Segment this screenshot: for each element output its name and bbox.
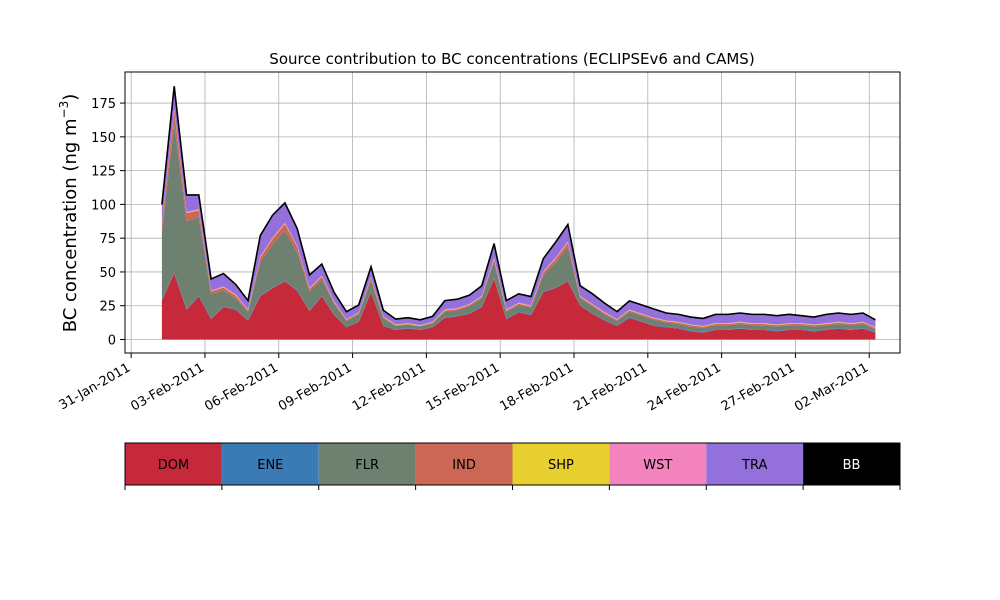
area-dom xyxy=(161,273,876,340)
plot-frame xyxy=(124,71,901,354)
legend-colorbar: DOM ENE FLR IND SHP WST TRA BB xyxy=(124,442,901,490)
y-tick-label: 75 xyxy=(99,232,116,247)
legend-swatch-ind xyxy=(415,443,513,485)
legend-swatch-bb xyxy=(803,443,900,485)
legend-label-flr: FLR xyxy=(355,458,379,473)
x-tick-label: 18-Feb-2011 xyxy=(497,360,576,414)
x-tick-label: 27-Feb-2011 xyxy=(719,360,798,414)
y-tick-label: 0 xyxy=(108,333,116,348)
legend-frame xyxy=(124,442,901,486)
legend-label-ene: ENE xyxy=(257,458,283,473)
x-tick-label: 15-Feb-2011 xyxy=(424,360,503,414)
area-ene xyxy=(161,272,876,333)
legend-swatch-shp xyxy=(512,443,610,485)
stacked-areas xyxy=(161,86,876,340)
legend-label-wst: WST xyxy=(643,458,672,473)
x-axis: 31-Jan-201103-Feb-201106-Feb-201109-Feb-… xyxy=(57,353,871,415)
legend-label-bb: BB xyxy=(843,458,861,473)
legend-label-tra: TRA xyxy=(741,458,767,473)
y-axis-label: BC concentration (ng m−3) xyxy=(57,94,81,333)
total-concentration-line xyxy=(161,86,876,321)
legend-label-shp: SHP xyxy=(548,458,574,473)
x-tick-label: 31-Jan-2011 xyxy=(57,360,134,413)
y-tick-label: 125 xyxy=(91,165,116,180)
x-tick-label: 02-Mar-2011 xyxy=(792,360,871,414)
legend-label-ind: IND xyxy=(452,458,476,473)
chart-title: Source contribution to BC concentrations… xyxy=(269,50,754,68)
x-tick-label: 21-Feb-2011 xyxy=(571,360,650,414)
y-tick-label: 175 xyxy=(91,97,116,112)
legend-label-dom: DOM xyxy=(158,458,189,473)
y-axis: 0 25 50 75 100 125 150 175 xyxy=(91,97,125,348)
legend-swatch-tra xyxy=(706,443,804,485)
legend-swatch-ene xyxy=(221,443,319,485)
legend-swatch-dom xyxy=(125,443,222,485)
y-tick-label: 50 xyxy=(99,266,116,281)
x-tick-label: 12-Feb-2011 xyxy=(350,360,429,414)
y-tick-label: 100 xyxy=(91,198,116,213)
x-tick-label: 03-Feb-2011 xyxy=(128,360,207,414)
y-axis-label-sup: −3 xyxy=(57,101,71,119)
legend-swatch-flr xyxy=(318,443,416,485)
y-tick-label: 150 xyxy=(91,131,116,146)
y-axis-label-main: BC concentration (ng m xyxy=(60,118,81,332)
y-tick-label: 25 xyxy=(99,300,116,315)
legend-swatch-wst xyxy=(609,443,707,485)
x-tick-label: 24-Feb-2011 xyxy=(645,360,724,414)
y-axis-label-tail: ) xyxy=(60,94,81,101)
x-tick-label: 09-Feb-2011 xyxy=(276,360,355,414)
x-tick-label: 06-Feb-2011 xyxy=(202,360,281,414)
